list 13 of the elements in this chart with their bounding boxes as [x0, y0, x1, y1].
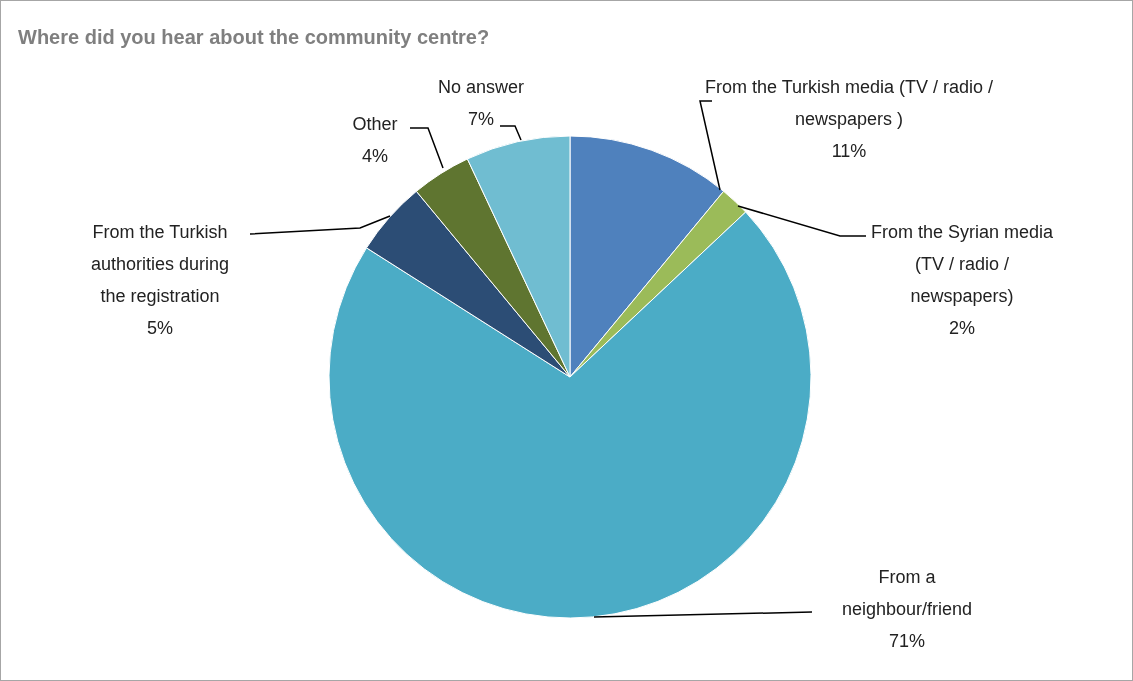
chart-title: Where did you hear about the community centre? [18, 26, 490, 48]
slice-label: From a neighbour/friend [841, 567, 973, 619]
slice-label: From the Turkish authorities during the registration [90, 222, 230, 306]
data-label: 7% [467, 109, 495, 129]
data-label: 11% [831, 141, 867, 161]
data-label: 4% [361, 146, 389, 166]
slice-label: From the Syrian media (TV / radio / newspapers) [870, 222, 1055, 306]
slice-label: From the Turkish media (TV / radio / newspapers ) [704, 77, 994, 129]
data-label: 71% [888, 631, 926, 651]
data-label: 2% [948, 318, 976, 338]
data-label: 5% [146, 318, 174, 338]
slice-label: Other [352, 114, 398, 134]
slice-label: No answer [437, 77, 525, 97]
